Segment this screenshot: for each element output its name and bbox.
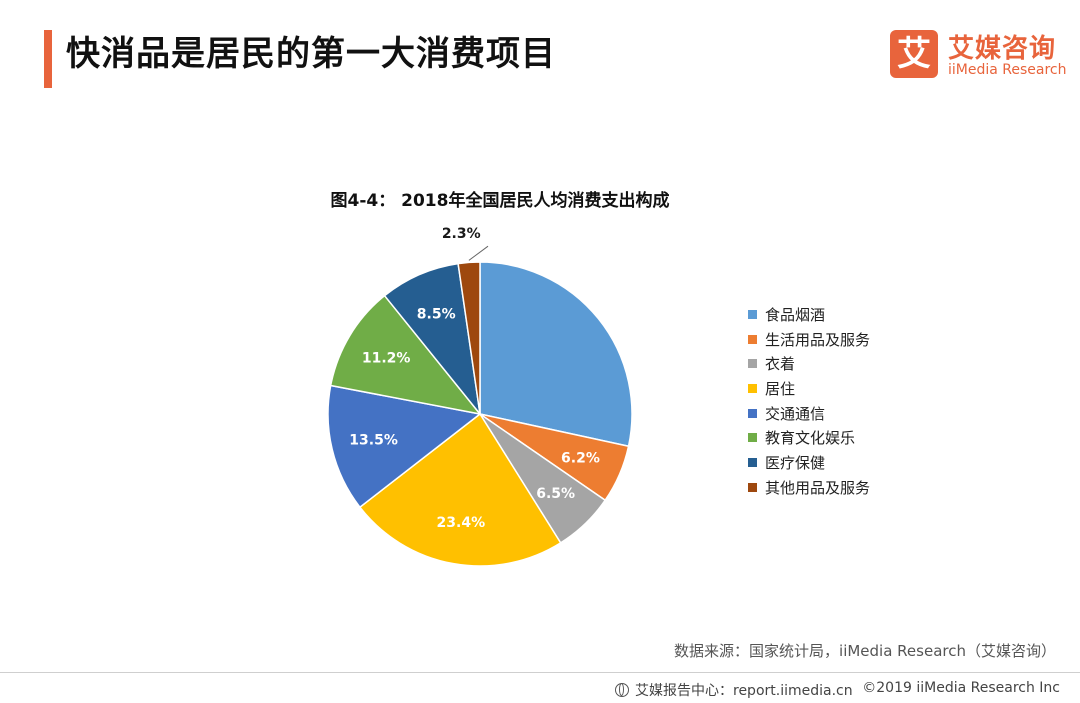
legend-label: 生活用品及服务 bbox=[765, 330, 871, 349]
chart-title: 图4-4： 2018年全国居民人均消费支出构成 bbox=[0, 186, 1080, 211]
logo-en-name: iiMedia Research bbox=[948, 62, 1067, 78]
pie-slice-5 bbox=[329, 294, 482, 416]
logo-cn-name: 艾媒咨询 bbox=[948, 34, 1057, 64]
legend-swatch bbox=[748, 383, 757, 393]
legend-item: 其他用品及服务 bbox=[748, 475, 870, 500]
slice-leader-line-7 bbox=[468, 245, 489, 261]
legend-label: 食品烟酒 bbox=[765, 305, 826, 324]
pie-slice-3 bbox=[358, 412, 562, 567]
slice-label-6: 8.5% bbox=[417, 307, 456, 323]
globe-icon bbox=[615, 683, 629, 697]
legend-swatch bbox=[748, 457, 757, 467]
legend-swatch bbox=[748, 408, 757, 418]
chart-title-text: 图4-4： 2018年全国居民人均消费支出构成 bbox=[330, 191, 670, 211]
pie-slice-7 bbox=[457, 261, 481, 415]
slice-label-1: 6.2% bbox=[561, 450, 600, 466]
legend-item: 教育文化娱乐 bbox=[748, 425, 870, 450]
footer-copyright: ©2019 iiMedia Research Inc bbox=[862, 680, 1060, 696]
title-accent-bar bbox=[44, 30, 52, 88]
legend-label: 居住 bbox=[765, 379, 796, 398]
footer-divider bbox=[0, 672, 1080, 673]
legend-swatch bbox=[748, 334, 757, 344]
pie-slice-0 bbox=[479, 261, 633, 448]
slice-label-4: 13.5% bbox=[349, 433, 398, 449]
legend-item: 衣着 bbox=[748, 351, 870, 376]
logo-mark: 艾 bbox=[890, 30, 938, 78]
legend-swatch bbox=[748, 309, 757, 319]
legend-item: 医疗保健 bbox=[748, 450, 870, 475]
legend-label: 教育文化娱乐 bbox=[765, 429, 856, 448]
legend-item: 交通通信 bbox=[748, 401, 870, 426]
pie-slice-4 bbox=[327, 384, 482, 509]
legend-label: 交通通信 bbox=[765, 404, 826, 423]
legend-item: 食品烟酒 bbox=[748, 302, 870, 327]
legend-label: 医疗保健 bbox=[765, 453, 826, 472]
legend-item: 生活用品及服务 bbox=[748, 327, 870, 352]
legend-item: 居住 bbox=[748, 376, 870, 401]
footer-left-text: 艾媒报告中心：report.iimedia.cn bbox=[635, 683, 853, 699]
chart-legend: 食品烟酒生活用品及服务 衣着居住交通通信教育文化娱乐 医疗保健其他用品及服务 bbox=[748, 302, 870, 500]
legend-swatch bbox=[748, 482, 757, 492]
data-source: 数据来源：国家统计局，iiMedia Research（艾媒咨询） bbox=[674, 642, 1056, 660]
slice-label-2: 6.5% bbox=[536, 486, 575, 502]
page-title: 快消品是居民的第一大消费项目 bbox=[66, 34, 556, 74]
slice-label-7: 2.3% bbox=[442, 226, 481, 242]
slice-label-5: 11.2% bbox=[362, 351, 411, 367]
iimedia-logo: 艾 艾媒咨询 iiMedia Research bbox=[890, 28, 1070, 84]
legend-swatch bbox=[748, 433, 757, 443]
legend-swatch bbox=[748, 359, 757, 369]
slice-label-3: 23.4% bbox=[437, 515, 486, 531]
footer-report-center: 艾媒报告中心：report.iimedia.cn bbox=[615, 680, 853, 700]
legend-label: 其他用品及服务 bbox=[765, 478, 871, 497]
legend-label: 衣着 bbox=[765, 355, 796, 374]
